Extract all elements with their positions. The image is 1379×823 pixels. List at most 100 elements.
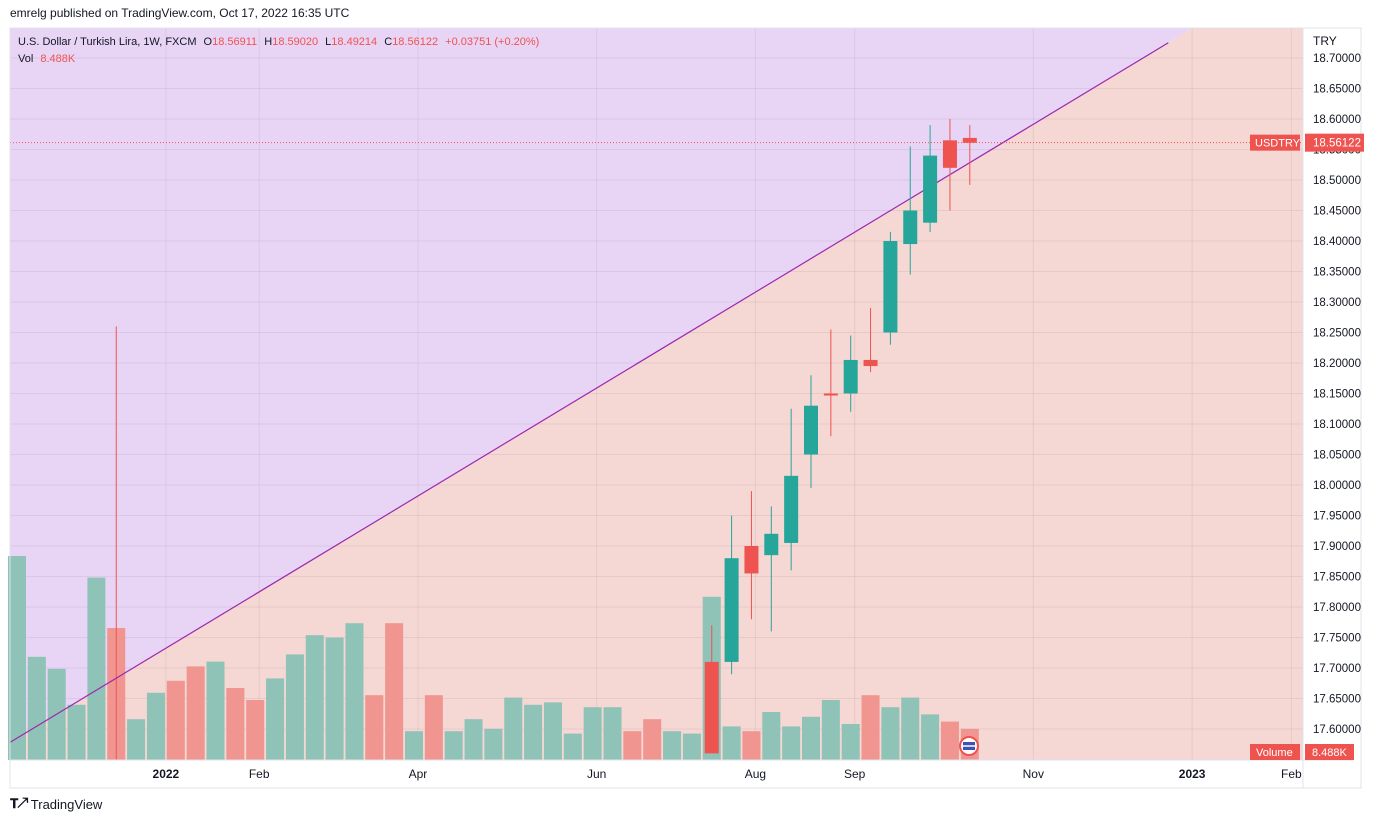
footer-brand[interactable]: TradingView [30,796,103,812]
candle-body[interactable] [962,137,977,143]
y-tick-label: 17.80000 [1313,602,1361,614]
volume-bar [663,731,682,760]
volume-bar [444,731,463,760]
legend-high: 18.59020 [272,36,319,48]
volume-bar [603,707,622,760]
candle-body[interactable] [903,210,918,245]
volume-bar [901,697,920,760]
volume-bar [802,716,820,760]
candle-body[interactable] [843,359,858,394]
x-tick-label: Apr [409,767,428,781]
volume-tag-bg [1250,744,1300,760]
legend-open: 18.56911 [212,36,258,48]
volume-bar [266,678,285,760]
trendline[interactable] [9,42,1169,743]
price-tag: 18.56122 [1313,138,1361,150]
x-tick-label: 2022 [153,767,180,781]
y-tick-label: 18.65000 [1313,84,1361,96]
volume-bar [762,712,781,760]
volume-bar [166,680,185,760]
volume-bar [365,695,384,760]
y-tick-label: 18.15000 [1313,389,1361,401]
legend-close-key: C [384,36,393,48]
candle-body[interactable] [923,155,938,223]
candle-body[interactable] [784,475,799,543]
volume-bar [940,721,959,760]
candle-body[interactable] [863,359,878,367]
x-tick-label: Sep [844,767,866,781]
candle-body[interactable] [942,140,957,168]
x-tick-label: Feb [249,767,270,781]
volume-bar [841,724,860,760]
volume-bar [305,635,324,760]
volume-bar [385,623,404,760]
volume-bar [8,556,26,760]
x-tick-label: Aug [745,767,766,781]
y-tick-label: 18.30000 [1313,297,1361,309]
volume-bar [246,700,265,760]
y-tick-label: 17.65000 [1313,694,1361,706]
volume-bar [325,637,344,760]
candle-body[interactable] [804,405,818,455]
y-tick-label: 17.60000 [1313,724,1361,736]
chart-border [9,27,1362,789]
volume-bar [405,731,423,760]
x-tick-label: Feb [1281,767,1302,781]
legend-volume: 8.488K [40,53,76,65]
volume-bar [921,714,940,760]
y-tick-label: 18.10000 [1313,419,1361,431]
footer: 𝐓↗ TradingView [10,796,102,812]
volume-bar [186,666,205,760]
legend-close: 18.56122 [392,36,439,48]
candle-body[interactable] [724,558,739,662]
volume-bar [682,733,701,760]
y-tick-label: 18.20000 [1313,358,1361,370]
volume-bar [226,688,245,760]
candle-body[interactable] [704,661,719,754]
volume-bar [881,707,900,760]
y-tick-label: 18.35000 [1313,267,1361,279]
volume-bar [67,704,86,760]
volume-bar [285,654,304,760]
currency-label: TRY [1313,34,1337,48]
volume-bar [345,623,364,760]
volume-bar [87,577,106,760]
symbol-tag-bg [1250,134,1300,151]
x-tick-label: Nov [1023,767,1044,781]
volume-bar [861,695,880,760]
y-tick-label: 18.60000 [1313,114,1361,126]
y-tick-label: 17.90000 [1313,541,1361,553]
y-tick-label: 17.75000 [1313,633,1361,645]
volume-bar [623,731,642,760]
volume-bar [643,719,662,760]
candle-body[interactable] [764,533,779,556]
volume-bar [146,692,165,760]
volume-bar [464,719,483,760]
y-tick-label: 18.40000 [1313,236,1361,248]
volume-bar [583,707,602,760]
y-tick-label: 18.45000 [1313,206,1361,218]
legend-open-key: O [203,36,213,48]
volume-bar [543,702,562,760]
candle-body[interactable] [744,546,759,574]
volume-last-bg [1305,744,1354,760]
y-tick-label: 18.50000 [1313,175,1361,187]
y-tick-label: 17.70000 [1313,663,1361,675]
volume-bar [484,728,503,760]
y-tick-label: 18.00000 [1313,480,1361,492]
volume-bar [127,719,146,760]
y-tick-label: 17.85000 [1313,572,1361,584]
y-tick-label: 17.95000 [1313,511,1361,523]
legend: U.S. Dollar / Turkish Lira, 1W, FXCM O18… [18,34,539,68]
legend-volume-key: Vol [18,53,34,65]
legend-symbol[interactable]: U.S. Dollar / Turkish Lira, 1W, FXCM [18,36,197,48]
legend-low-key: L [325,36,332,48]
tradingview-logo-icon[interactable]: 𝐓↗ [10,796,28,811]
volume-bar [563,733,582,760]
volume-bar [424,695,443,760]
legend-high-key: H [264,36,273,48]
candle-body[interactable] [823,393,838,396]
volume-tag: Volume [1256,747,1293,759]
candle-body[interactable] [883,241,898,333]
